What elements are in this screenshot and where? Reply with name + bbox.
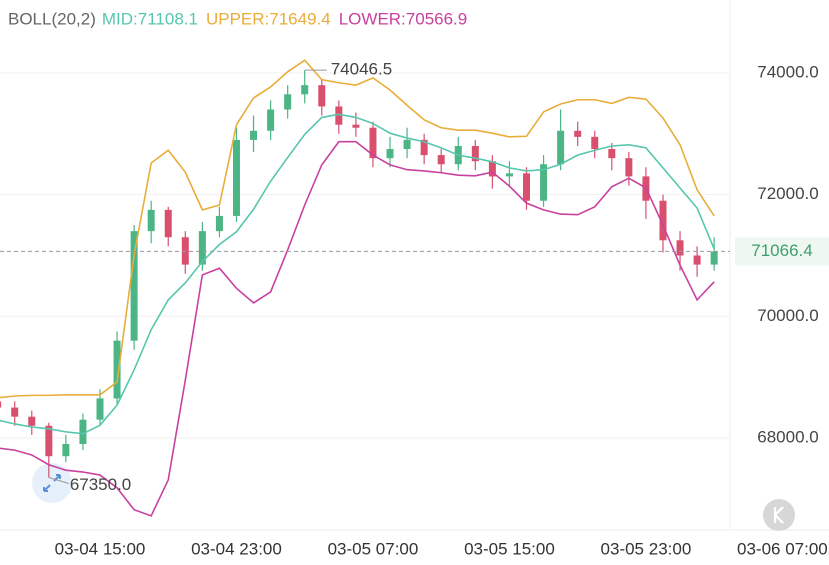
candle-body bbox=[676, 240, 684, 256]
x-tick-label: 03-05 15:00 bbox=[464, 539, 555, 558]
y-tick-label: 74000.0 bbox=[757, 62, 818, 81]
x-tick-label: 03-05 23:00 bbox=[601, 539, 692, 558]
candle-body bbox=[45, 425, 53, 457]
candle-body bbox=[625, 158, 633, 177]
candle-body bbox=[369, 127, 377, 159]
candle-body bbox=[318, 85, 326, 107]
candle-body bbox=[557, 130, 565, 165]
candle-body bbox=[437, 155, 445, 165]
k-icon bbox=[773, 506, 784, 524]
candle-body bbox=[147, 209, 155, 232]
last-price-label: 71066.4 bbox=[751, 241, 812, 260]
x-tick-label: 03-06 07:00 bbox=[737, 539, 828, 558]
candle-body bbox=[471, 145, 479, 162]
candle-body bbox=[79, 419, 87, 445]
candle-body bbox=[540, 164, 548, 201]
candle-body bbox=[28, 416, 36, 426]
indicator-label: BOLL(20,2) bbox=[8, 9, 96, 28]
candle-body bbox=[113, 340, 121, 399]
candle-body bbox=[284, 94, 292, 110]
candle-body bbox=[591, 136, 599, 150]
candle-body bbox=[420, 139, 428, 156]
candle-body bbox=[352, 124, 360, 128]
legend-label: MID:71108.1 bbox=[102, 9, 198, 28]
candle-body bbox=[96, 398, 104, 420]
low-label: 67350.0 bbox=[70, 475, 131, 494]
x-tick-label: 03-04 23:00 bbox=[191, 539, 282, 558]
last-price-bg bbox=[735, 237, 829, 266]
candle-body bbox=[181, 237, 189, 265]
candle-body bbox=[62, 444, 70, 457]
legend-label: UPPER:71649.4 bbox=[206, 9, 331, 28]
candle-body bbox=[693, 255, 701, 265]
candle-body bbox=[659, 200, 667, 241]
candle-body bbox=[608, 149, 616, 159]
candle-body bbox=[523, 173, 530, 201]
candle-body bbox=[335, 106, 343, 125]
high-label: 74046.5 bbox=[331, 60, 392, 79]
y-tick-label: 68000.0 bbox=[757, 427, 818, 446]
candle-body bbox=[386, 149, 394, 159]
candle-body bbox=[488, 161, 496, 177]
legend: BOLL(20,2) MID:71108.1 UPPER:71649.4 LOWER… bbox=[8, 9, 467, 28]
x-tick-label: 03-05 07:00 bbox=[328, 539, 419, 558]
zoom-button[interactable] bbox=[32, 463, 72, 503]
candle-body bbox=[164, 209, 172, 238]
x-tick-label: 03-04 15:00 bbox=[55, 539, 146, 558]
k-button[interactable] bbox=[763, 499, 795, 531]
candle-body bbox=[574, 130, 582, 137]
candle-body bbox=[301, 85, 309, 95]
y-tick-label: 72000.0 bbox=[757, 184, 818, 203]
candle-body bbox=[11, 407, 19, 417]
candle-body bbox=[505, 173, 513, 177]
candle-body bbox=[130, 231, 138, 341]
candle-body bbox=[403, 139, 411, 150]
candle-body bbox=[710, 251, 718, 265]
k-button-bg[interactable] bbox=[763, 499, 795, 531]
candle-body bbox=[232, 139, 240, 216]
candle-body bbox=[250, 130, 258, 140]
low-marker bbox=[48, 477, 69, 484]
zoom-button-bg[interactable] bbox=[32, 463, 72, 503]
band-line bbox=[0, 113, 715, 435]
legend-label: LOWER:70566.9 bbox=[339, 9, 468, 28]
band-line bbox=[0, 59, 715, 399]
zoom-icon bbox=[43, 474, 61, 492]
candle-body bbox=[0, 401, 2, 408]
candle-body bbox=[215, 215, 223, 232]
y-tick-label: 70000.0 bbox=[757, 306, 818, 325]
band-line bbox=[0, 140, 715, 517]
candle-body bbox=[267, 109, 275, 131]
candle-body bbox=[198, 231, 206, 265]
